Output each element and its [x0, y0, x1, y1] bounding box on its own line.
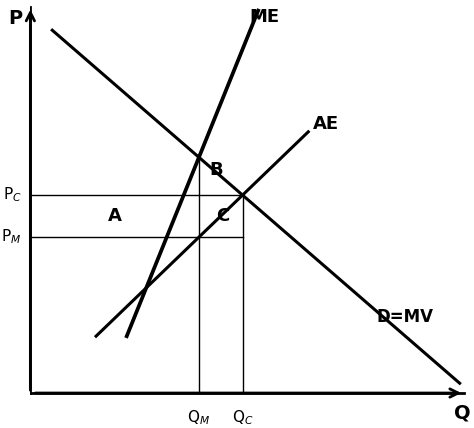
Text: P: P: [8, 9, 22, 28]
Text: B: B: [210, 161, 223, 179]
Text: Q: Q: [454, 403, 470, 422]
Text: P$_C$: P$_C$: [3, 186, 22, 205]
Text: AE: AE: [313, 115, 339, 133]
Text: Q$_C$: Q$_C$: [232, 409, 253, 428]
Text: ME: ME: [249, 8, 280, 26]
Text: P$_M$: P$_M$: [1, 228, 22, 247]
Text: C: C: [216, 207, 229, 225]
Text: Q$_M$: Q$_M$: [187, 409, 210, 428]
Text: D=MV: D=MV: [376, 308, 433, 326]
Text: A: A: [108, 207, 122, 225]
